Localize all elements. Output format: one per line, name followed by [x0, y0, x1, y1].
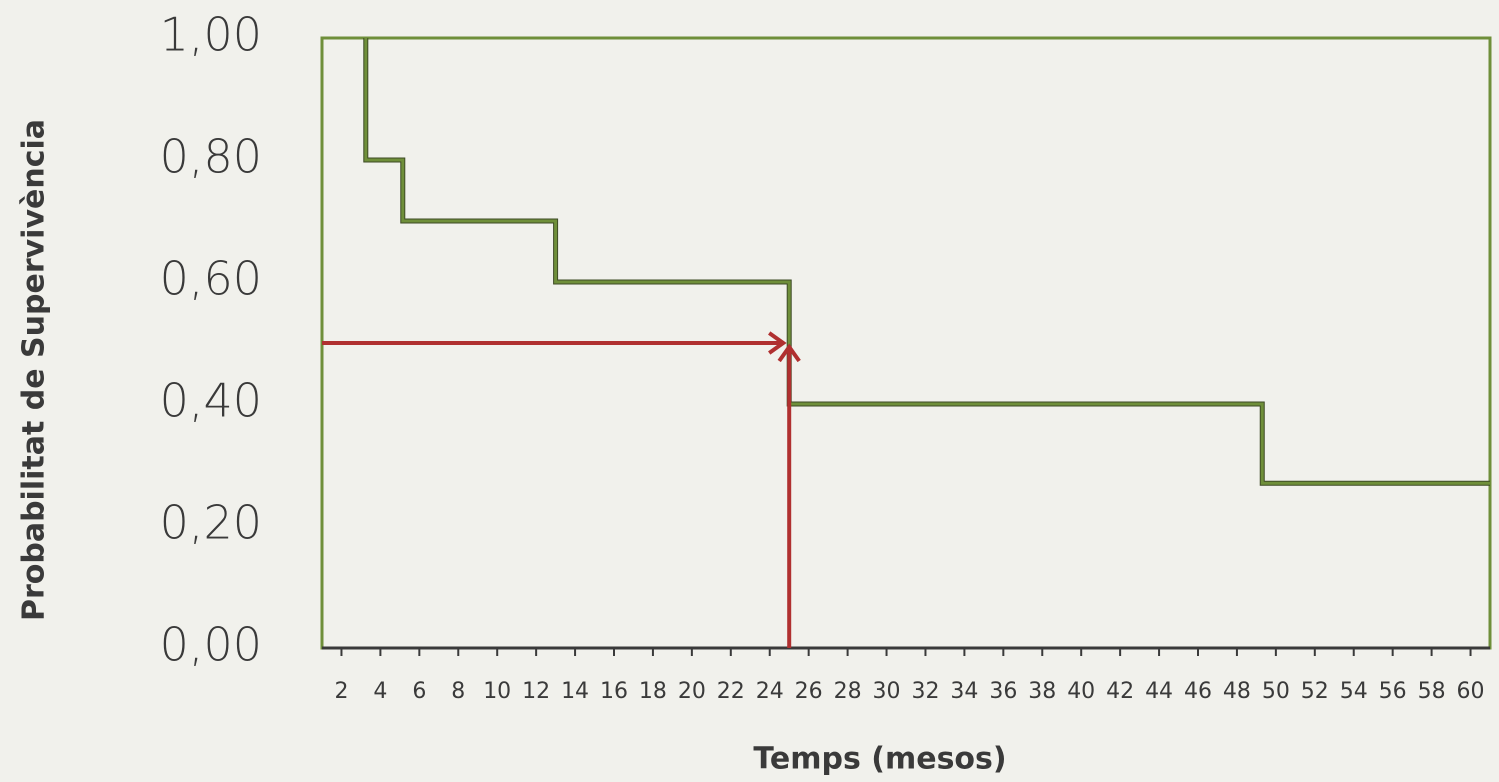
y-tick-label: 1,00 [160, 8, 262, 62]
y-tick-label: 0,20 [160, 496, 262, 550]
x-tick-label: 20 [678, 679, 706, 704]
y-axis-label: Probabilitat de Supervivència [17, 119, 52, 621]
arrow-head [768, 331, 787, 355]
y-tick-label: 0,00 [160, 618, 262, 672]
x-tick-label: 56 [1379, 679, 1407, 704]
x-tick-label: 10 [483, 679, 511, 704]
x-tick-label: 30 [873, 679, 901, 704]
x-tick-label: 50 [1262, 679, 1290, 704]
survival-curve [364, 38, 1490, 485]
x-tick-label: 60 [1457, 679, 1485, 704]
x-tick-label: 58 [1418, 679, 1446, 704]
x-tick-label: 8 [451, 679, 465, 704]
x-tick-label: 6 [412, 679, 426, 704]
x-tick-label: 32 [911, 679, 939, 704]
x-tick-label: 26 [795, 679, 823, 704]
x-tick-label: 34 [950, 679, 978, 704]
x-tick-label: 42 [1106, 679, 1134, 704]
x-tick-label: 46 [1184, 679, 1212, 704]
y-tick-label: 0,40 [160, 374, 262, 428]
arrow-head [777, 343, 801, 363]
x-axis-label: Temps (mesos) [753, 742, 1006, 777]
x-tick-label: 52 [1301, 679, 1329, 704]
x-tick-label: 12 [522, 679, 550, 704]
x-tick-label: 36 [989, 679, 1017, 704]
x-tick-label: 4 [373, 679, 387, 704]
x-tick-label: 38 [1028, 679, 1056, 704]
x-tick-label: 40 [1067, 679, 1095, 704]
y-tick-label: 0,60 [160, 252, 262, 306]
x-tick-label: 14 [561, 679, 589, 704]
x-tick-label: 54 [1340, 679, 1368, 704]
x-tick-label: 18 [639, 679, 667, 704]
x-tick-label: 28 [834, 679, 862, 704]
survival-curve-outline [363, 38, 1490, 486]
x-tick-label: 22 [717, 679, 745, 704]
x-tick-label: 2 [334, 679, 348, 704]
x-tick-label: 44 [1145, 679, 1173, 704]
y-tick-label: 0,80 [160, 130, 262, 184]
x-tick-label: 48 [1223, 679, 1251, 704]
x-tick-label: 16 [600, 679, 628, 704]
x-tick-label: 24 [756, 679, 784, 704]
